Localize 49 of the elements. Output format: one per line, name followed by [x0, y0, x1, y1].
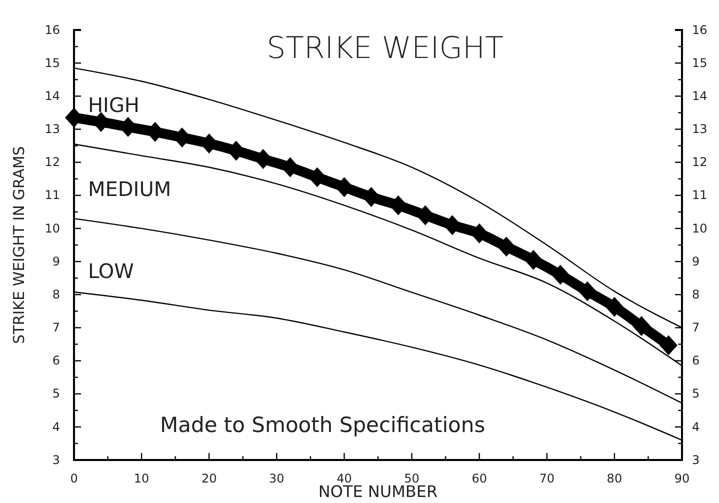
annotation: LOW	[88, 259, 134, 283]
y2-tick-label: 3	[692, 452, 700, 467]
point	[551, 264, 570, 285]
y-tick-label: 15	[44, 56, 60, 70]
y-axis-title: STRIKE WEIGHT IN GRAMS	[10, 146, 28, 344]
y-tick-label: 12	[44, 155, 60, 170]
y2-tick-label: 4	[692, 420, 700, 434]
y-tick-label: 16	[44, 22, 60, 37]
x-tick-label: 20	[201, 472, 217, 486]
y2-tick-label: 8	[692, 287, 700, 302]
y-tick-label: 6	[52, 354, 60, 368]
y-tick-label: 5	[52, 386, 60, 401]
y-tick-label: 3	[52, 452, 60, 467]
y-tick-label: 13	[44, 122, 60, 136]
x-tick-label: 0	[70, 472, 78, 486]
y2-tick-label: 5	[692, 386, 700, 401]
point	[659, 335, 678, 356]
y-tick-label: 4	[52, 420, 60, 434]
annotation: MEDIUM	[88, 177, 172, 201]
y-tick-label: 14	[44, 88, 60, 103]
y-tick-label: 7	[52, 320, 60, 335]
y2-tick-label: 9	[692, 254, 700, 268]
x-tick-label: 30	[269, 472, 284, 486]
x-tick-label: 80	[606, 472, 622, 486]
y2-tick-label: 7	[692, 320, 700, 335]
y-tick-label: 11	[44, 188, 60, 202]
y2-tick-label: 10	[692, 221, 708, 236]
y2-tick-label: 14	[692, 88, 708, 103]
y2-tick-label: 15	[692, 56, 708, 70]
annotation: Made to Smooth Specifications	[160, 413, 486, 437]
point	[524, 250, 542, 270]
y2-tick-label: 12	[692, 155, 708, 170]
x-tick-label: 90	[674, 472, 690, 486]
annotation: HIGH	[88, 93, 140, 117]
x-tick-label: 70	[539, 472, 555, 486]
chart-title: STRIKE WEIGHT	[266, 31, 504, 66]
x-tick-label: 60	[472, 472, 487, 486]
point	[605, 296, 624, 317]
point	[497, 236, 516, 257]
point	[632, 316, 650, 336]
y-tick-label: 8	[52, 287, 60, 302]
x-tick-label: 10	[134, 472, 150, 486]
y-tick-label: 9	[52, 254, 60, 268]
y2-tick-label: 11	[692, 188, 708, 202]
y2-tick-label: 16	[692, 22, 708, 37]
point	[578, 281, 596, 302]
y-tick-label: 10	[44, 221, 60, 236]
y2-tick-label: 6	[692, 354, 700, 368]
y2-tick-label: 13	[692, 122, 708, 136]
